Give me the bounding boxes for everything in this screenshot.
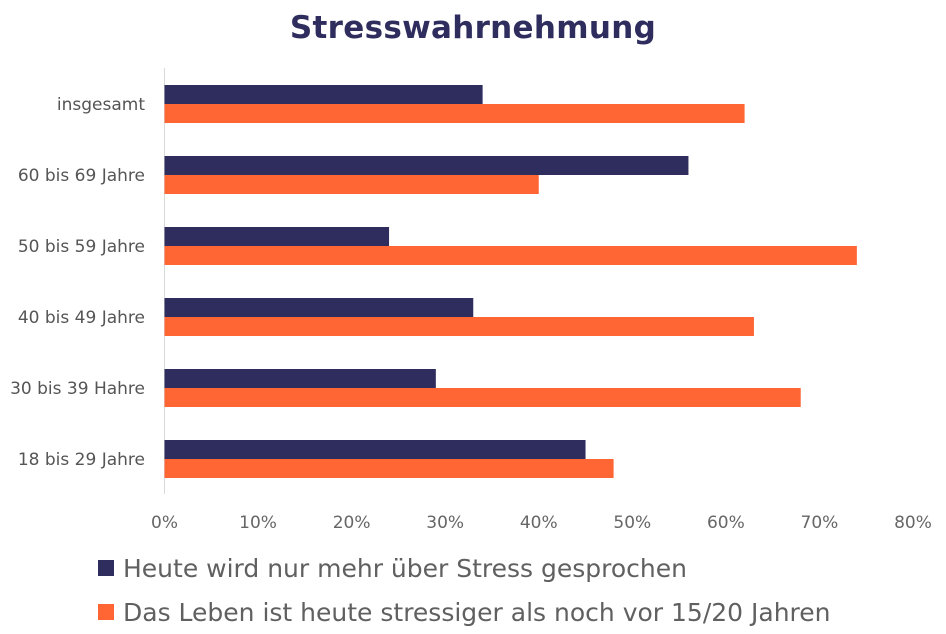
x-tick-label: 0% bbox=[151, 513, 178, 533]
legend-swatch bbox=[98, 604, 114, 620]
x-tick-label: 60% bbox=[707, 513, 745, 533]
legend-item: Das Leben ist heute stressiger als noch … bbox=[98, 590, 831, 634]
x-tick-label: 30% bbox=[426, 513, 464, 533]
bar-series-2 bbox=[164, 388, 801, 407]
legend-label: Heute wird nur mehr über Stress gesproch… bbox=[123, 553, 688, 583]
bar-series-1 bbox=[164, 227, 390, 246]
category-label: 30 bis 39 Hahre bbox=[10, 379, 145, 399]
category-label: 50 bis 59 Jahre bbox=[18, 237, 145, 257]
bar-series-1 bbox=[164, 298, 474, 317]
bar-series-2 bbox=[164, 459, 614, 478]
legend-swatch bbox=[98, 560, 114, 576]
bar-series-1 bbox=[164, 85, 483, 104]
x-tick-label: 10% bbox=[239, 513, 277, 533]
category-label: 60 bis 69 Jahre bbox=[18, 166, 145, 186]
chart-legend: Heute wird nur mehr über Stress gesproch… bbox=[98, 546, 831, 634]
bar-series-2 bbox=[164, 175, 539, 194]
category-label: 40 bis 49 Jahre bbox=[18, 308, 145, 328]
bar-series-1 bbox=[164, 369, 436, 388]
legend-item: Heute wird nur mehr über Stress gesproch… bbox=[98, 546, 831, 590]
bar-series-1 bbox=[164, 440, 586, 459]
category-label: insgesamt bbox=[57, 95, 145, 115]
x-tick-label: 80% bbox=[894, 513, 932, 533]
bar-series-2 bbox=[164, 246, 857, 265]
x-tick-label: 70% bbox=[801, 513, 839, 533]
legend-label: Das Leben ist heute stressiger als noch … bbox=[123, 597, 831, 627]
x-tick-label: 50% bbox=[613, 513, 651, 533]
category-label: 18 bis 29 Jahre bbox=[18, 450, 145, 470]
bar-series-2 bbox=[164, 104, 745, 123]
x-tick-label: 40% bbox=[520, 513, 558, 533]
bar-series-1 bbox=[164, 156, 689, 175]
x-tick-label: 20% bbox=[333, 513, 371, 533]
bar-series-2 bbox=[164, 317, 754, 336]
chart-title: Stresswahrnehmung bbox=[289, 10, 657, 46]
